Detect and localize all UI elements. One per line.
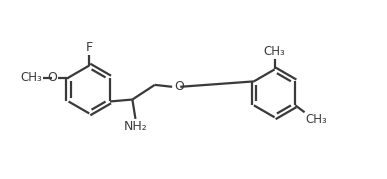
Text: O: O [175,80,184,93]
Text: CH₃: CH₃ [264,45,286,58]
Text: F: F [86,41,93,54]
Text: NH₂: NH₂ [123,120,147,133]
Text: CH₃: CH₃ [21,71,42,84]
Text: CH₃: CH₃ [306,113,327,126]
Text: O: O [47,71,57,84]
